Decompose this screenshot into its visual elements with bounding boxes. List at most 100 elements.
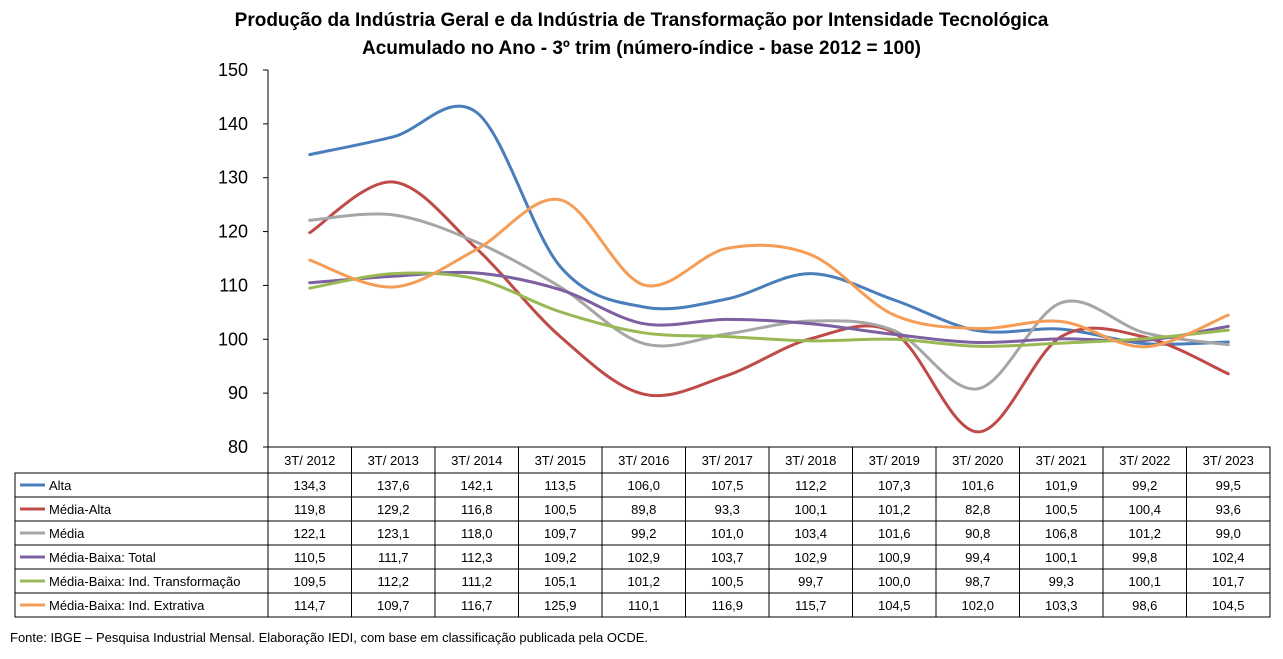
x-category-label: 3T/ 2017 bbox=[702, 453, 753, 468]
data-label: 99,4 bbox=[965, 550, 990, 565]
data-label: 101,2 bbox=[878, 502, 911, 517]
data-label: 100,1 bbox=[794, 502, 827, 517]
series-line-3 bbox=[308, 212, 1230, 391]
data-label: 89,8 bbox=[631, 502, 656, 517]
data-label: 101,7 bbox=[1212, 574, 1245, 589]
data-label: 100,5 bbox=[544, 502, 577, 517]
data-label: 113,5 bbox=[544, 478, 576, 493]
data-label: 107,3 bbox=[878, 478, 911, 493]
y-tick-label: 90 bbox=[228, 383, 248, 403]
data-label: 99,7 bbox=[798, 574, 823, 589]
series-line-6 bbox=[308, 197, 1230, 349]
data-label: 104,5 bbox=[878, 598, 911, 613]
y-axis: 80 90 100 110 120 130 140 150 bbox=[218, 60, 269, 457]
data-label: 116,9 bbox=[711, 598, 743, 613]
series-line-1 bbox=[308, 104, 1230, 346]
legend-label: Média-Baixa: Total bbox=[49, 550, 156, 565]
data-label: 99,3 bbox=[1049, 574, 1074, 589]
x-category-label: 3T/ 2015 bbox=[535, 453, 586, 468]
x-category-label: 3T/ 2018 bbox=[785, 453, 836, 468]
data-label: 125,9 bbox=[544, 598, 577, 613]
data-label: 93,6 bbox=[1216, 502, 1241, 517]
data-label: 100,5 bbox=[1045, 502, 1078, 517]
data-label: 99,8 bbox=[1132, 550, 1157, 565]
data-label: 107,5 bbox=[711, 478, 744, 493]
y-tick-label: 80 bbox=[228, 437, 248, 457]
data-label: 98,6 bbox=[1132, 598, 1157, 613]
data-label: 101,6 bbox=[878, 526, 911, 541]
data-label: 111,7 bbox=[378, 550, 409, 565]
data-label: 112,2 bbox=[795, 478, 827, 493]
data-label: 115,7 bbox=[795, 598, 827, 613]
data-label: 104,5 bbox=[1212, 598, 1245, 613]
y-tick-label: 130 bbox=[218, 168, 248, 188]
data-label: 106,8 bbox=[1045, 526, 1078, 541]
series-line-5 bbox=[308, 271, 1230, 348]
data-label: 100,1 bbox=[1045, 550, 1078, 565]
x-category-label: 3T/ 2022 bbox=[1119, 453, 1170, 468]
data-label: 101,9 bbox=[1045, 478, 1078, 493]
x-category-label: 3T/ 2014 bbox=[451, 453, 502, 468]
data-label: 114,7 bbox=[294, 598, 326, 613]
data-label: 105,1 bbox=[544, 574, 577, 589]
data-label: 109,7 bbox=[377, 598, 410, 613]
data-label: 137,6 bbox=[377, 478, 410, 493]
data-label: 101,2 bbox=[627, 574, 660, 589]
data-label: 111,2 bbox=[461, 574, 492, 589]
data-label: 109,5 bbox=[293, 574, 326, 589]
source-note: Fonte: IBGE – Pesquisa Industrial Mensal… bbox=[10, 630, 649, 645]
data-label: 99,5 bbox=[1216, 478, 1241, 493]
data-label: 102,9 bbox=[794, 550, 827, 565]
y-tick-label: 120 bbox=[218, 222, 248, 242]
legend-label: Alta bbox=[49, 478, 72, 493]
data-label: 119,8 bbox=[294, 502, 326, 517]
data-label: 103,4 bbox=[794, 526, 827, 541]
x-category-label: 3T/ 2023 bbox=[1203, 453, 1254, 468]
chart-subtitle: Acumulado no Ano - 3º trim (número-índic… bbox=[362, 38, 921, 59]
data-label: 82,8 bbox=[965, 502, 990, 517]
data-label: 109,2 bbox=[544, 550, 577, 565]
data-label: 118,0 bbox=[461, 526, 493, 541]
data-label: 116,8 bbox=[461, 502, 493, 517]
data-label: 102,4 bbox=[1212, 550, 1245, 565]
data-label: 109,7 bbox=[544, 526, 577, 541]
data-label: 110,5 bbox=[294, 550, 326, 565]
data-label: 103,3 bbox=[1045, 598, 1078, 613]
data-label: 102,0 bbox=[961, 598, 994, 613]
x-category-label: 3T/ 2019 bbox=[869, 453, 920, 468]
data-label: 90,8 bbox=[965, 526, 990, 541]
y-tick-label: 110 bbox=[219, 275, 248, 295]
data-label: 122,1 bbox=[293, 526, 326, 541]
data-label: 110,1 bbox=[628, 598, 660, 613]
legend-label: Média-Baixa: Ind. Extrativa bbox=[49, 598, 205, 613]
data-label: 99,0 bbox=[1216, 526, 1241, 541]
data-label: 106,0 bbox=[627, 478, 660, 493]
data-label: 99,2 bbox=[631, 526, 656, 541]
data-label: 99,2 bbox=[1132, 478, 1157, 493]
y-tick-label: 150 bbox=[218, 60, 248, 80]
legend-label: Média-Alta bbox=[49, 502, 112, 517]
data-label: 103,7 bbox=[711, 550, 744, 565]
data-label: 93,3 bbox=[715, 502, 740, 517]
data-label: 112,3 bbox=[461, 550, 493, 565]
chart-title: Produção da Indústria Geral e da Indústr… bbox=[234, 10, 1049, 31]
x-category-label: 3T/ 2016 bbox=[618, 453, 669, 468]
data-label: 100,5 bbox=[711, 574, 744, 589]
data-label: 101,2 bbox=[1128, 526, 1161, 541]
data-label: 116,7 bbox=[461, 598, 493, 613]
series-line-4 bbox=[308, 270, 1230, 345]
data-label: 98,7 bbox=[965, 574, 990, 589]
x-category-label: 3T/ 2013 bbox=[368, 453, 419, 468]
series-lines bbox=[308, 104, 1230, 434]
data-label: 142,1 bbox=[460, 478, 493, 493]
data-label: 123,1 bbox=[377, 526, 410, 541]
legend-label: Média bbox=[49, 526, 85, 541]
y-tick-label: 100 bbox=[218, 329, 248, 349]
data-label: 100,1 bbox=[1128, 574, 1161, 589]
x-category-label: 3T/ 2012 bbox=[284, 453, 335, 468]
data-label: 100,9 bbox=[878, 550, 911, 565]
data-label: 112,2 bbox=[377, 574, 409, 589]
y-tick-label: 140 bbox=[218, 114, 248, 134]
legend-label: Média-Baixa: Ind. Transformação bbox=[49, 574, 240, 589]
